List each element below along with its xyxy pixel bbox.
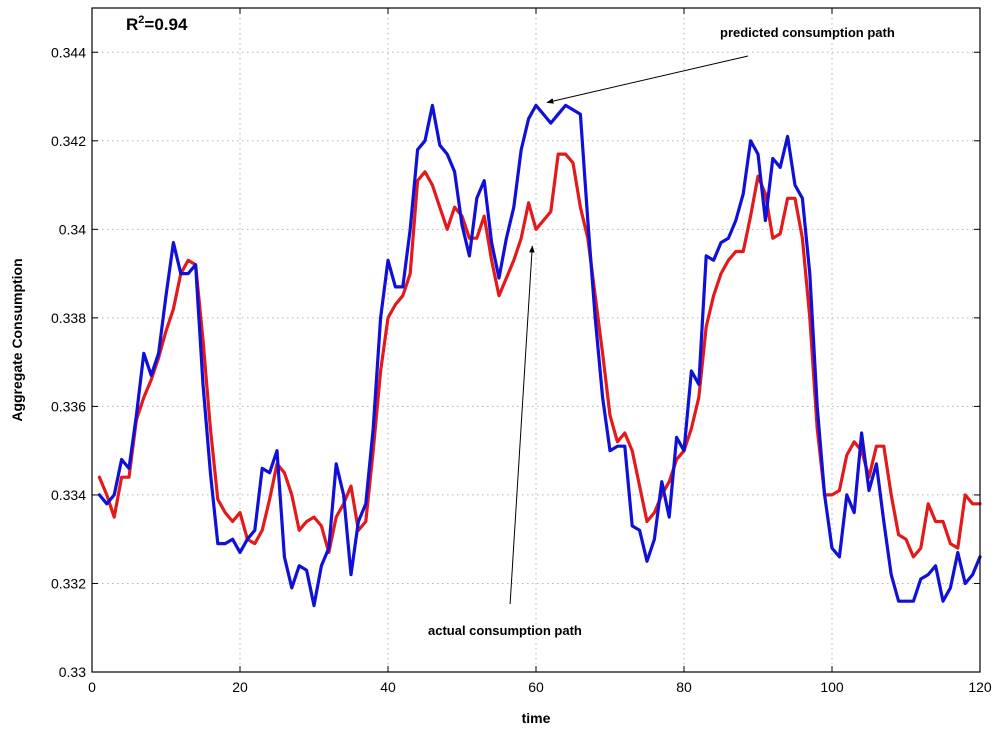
x-tick-label-100: 100 (820, 679, 844, 695)
x-tick-label-40: 40 (380, 679, 396, 695)
annotation-actual-arrow (509, 245, 535, 605)
annotations: predicted consumption path actual consump… (428, 25, 895, 638)
x-tick-label-60: 60 (528, 679, 544, 695)
x-axis-title: time (522, 710, 551, 726)
y-tick-label-0.334: 0.334 (51, 487, 86, 503)
y-tick-label-0.344: 0.344 (51, 44, 86, 60)
y-tick-label-0.338: 0.338 (51, 310, 86, 326)
y-tick-label-0.34: 0.34 (59, 221, 86, 237)
x-tick-label-20: 20 (232, 679, 248, 695)
series-line-actual (97, 152, 982, 559)
annotation-predicted-label: predicted consumption path (720, 25, 895, 40)
y-tick-label-0.33: 0.33 (59, 664, 86, 680)
annotation-actual-label: actual consumption path (428, 623, 582, 638)
y-tick-label-0.342: 0.342 (51, 133, 86, 149)
r2-label-superscript: 2 (138, 14, 144, 26)
y-tick-label-0.336: 0.336 (51, 398, 86, 414)
r2-label: R2=0.94 (126, 14, 188, 34)
axis-ticks: 0 20 40 60 80 100 120 0.33 0.332 0.334 0.336 0.338 0… (51, 8, 992, 695)
series-lines (97, 103, 982, 608)
annotation-predicted-arrow (546, 55, 749, 104)
series-line-predicted (97, 103, 982, 608)
x-tick-label-80: 80 (676, 679, 692, 695)
y-axis-title: Aggregate Consumption (9, 258, 25, 421)
x-tick-label-120: 120 (968, 679, 992, 695)
x-tick-label-0: 0 (88, 679, 96, 695)
r2-label-letter: R (126, 15, 138, 34)
y-tick-label-0.332: 0.332 (51, 575, 86, 591)
r2-label-value: =0.94 (144, 15, 188, 34)
